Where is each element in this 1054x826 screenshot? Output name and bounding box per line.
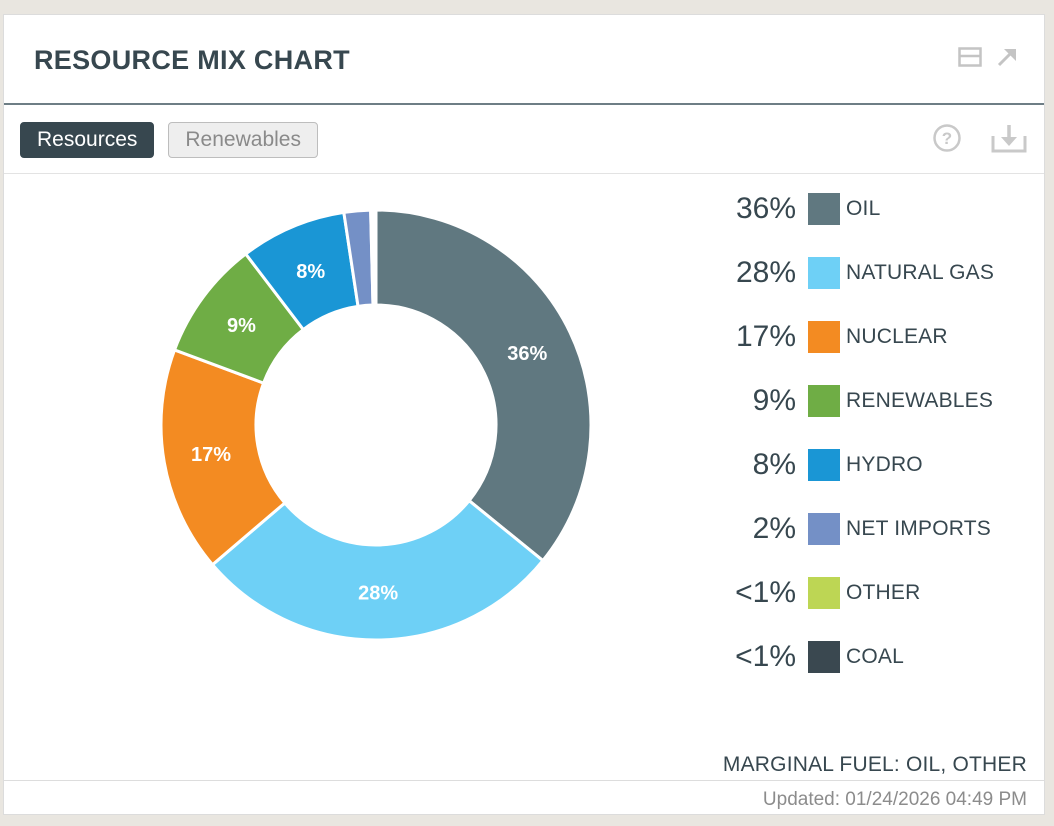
slice-label-nuclear: 17% (191, 444, 231, 466)
footer-divider (4, 780, 1044, 781)
legend-label: RENEWABLES (846, 389, 994, 412)
legend-item-renewables[interactable]: 9% RENEWABLES (704, 381, 993, 421)
legend-item-oil[interactable]: 36% OIL (704, 189, 880, 229)
legend-label: NUCLEAR (846, 325, 948, 348)
legend-swatch (808, 449, 840, 481)
slice-label-renewables: 9% (227, 315, 256, 337)
updated-timestamp: Updated: 01/24/2026 04:49 PM (762, 789, 1027, 810)
legend-value: 8% (752, 448, 796, 481)
svg-text:?: ? (942, 129, 952, 148)
legend-value: <1% (735, 640, 796, 673)
minimize-icon[interactable] (958, 47, 982, 67)
legend-item-coal[interactable]: <1% COAL (704, 637, 904, 677)
legend-swatch (808, 193, 840, 225)
tab-resources[interactable]: Resources (20, 122, 155, 158)
slice-natural-gas[interactable] (210, 498, 546, 642)
legend-value: 9% (752, 384, 796, 417)
slice-label-oil: 36% (507, 343, 547, 365)
legend-swatch (808, 385, 840, 417)
legend-value: 28% (735, 256, 796, 289)
legend-label: NATURAL GAS (846, 261, 995, 284)
header-divider (4, 103, 1044, 105)
download-icon[interactable] (990, 123, 1028, 153)
help-icon[interactable]: ? (932, 123, 962, 153)
legend-label: HYDRO (846, 453, 923, 476)
legend-value: 2% (752, 512, 796, 545)
donut-chart: 36% 28% 17% 9% 8% (159, 208, 593, 642)
legend-value: 17% (735, 320, 796, 353)
toolbar-divider (4, 173, 1044, 174)
legend-value: 36% (735, 192, 796, 225)
marginal-fuel-text: MARGINAL FUEL: OIL, OTHER (722, 753, 1027, 776)
legend-label: NET IMPORTS (846, 517, 991, 540)
legend-swatch (808, 513, 840, 545)
legend-swatch (808, 577, 840, 609)
legend-label: OTHER (846, 581, 921, 604)
slice-label-natural-gas: 28% (358, 582, 398, 604)
legend-swatch (808, 257, 840, 289)
legend-item-hydro[interactable]: 8% HYDRO (704, 445, 923, 485)
legend-swatch (808, 641, 840, 673)
header-icons (958, 47, 1018, 67)
resource-mix-panel: RESOURCE MIX CHART Resources Renewables … (3, 14, 1045, 815)
tab-bar: Resources Renewables (20, 122, 318, 158)
tab-renewables[interactable]: Renewables (168, 122, 318, 158)
slice-oil[interactable] (374, 208, 593, 563)
slice-nuclear[interactable] (159, 347, 287, 567)
legend-item-other[interactable]: <1% OTHER (704, 573, 921, 613)
panel-title: RESOURCE MIX CHART (34, 45, 350, 75)
legend-item-net-imports[interactable]: 2% NET IMPORTS (704, 509, 991, 549)
toolbar-icons: ? (932, 123, 1028, 153)
slice-coal[interactable] (371, 208, 378, 307)
legend-label: OIL (846, 197, 881, 220)
legend-item-nuclear[interactable]: 17% NUCLEAR (704, 317, 948, 357)
legend-label: COAL (846, 645, 904, 668)
legend-value: <1% (735, 576, 796, 609)
legend-swatch (808, 321, 840, 353)
expand-icon[interactable] (996, 47, 1018, 67)
legend-item-natural-gas[interactable]: 28% NATURAL GAS (704, 253, 994, 293)
slice-label-hydro: 8% (296, 261, 325, 283)
